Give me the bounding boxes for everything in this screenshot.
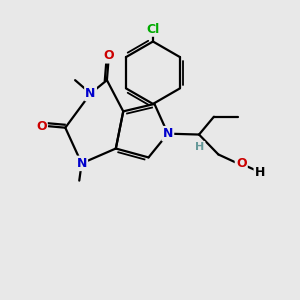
Text: N: N — [76, 157, 87, 170]
Text: O: O — [236, 157, 247, 170]
Text: N: N — [163, 127, 173, 140]
Text: O: O — [36, 120, 46, 133]
Text: H: H — [255, 166, 265, 179]
Text: Cl: Cl — [146, 22, 160, 35]
Text: H: H — [195, 142, 204, 152]
Text: N: N — [85, 87, 96, 100]
Text: O: O — [103, 49, 114, 62]
